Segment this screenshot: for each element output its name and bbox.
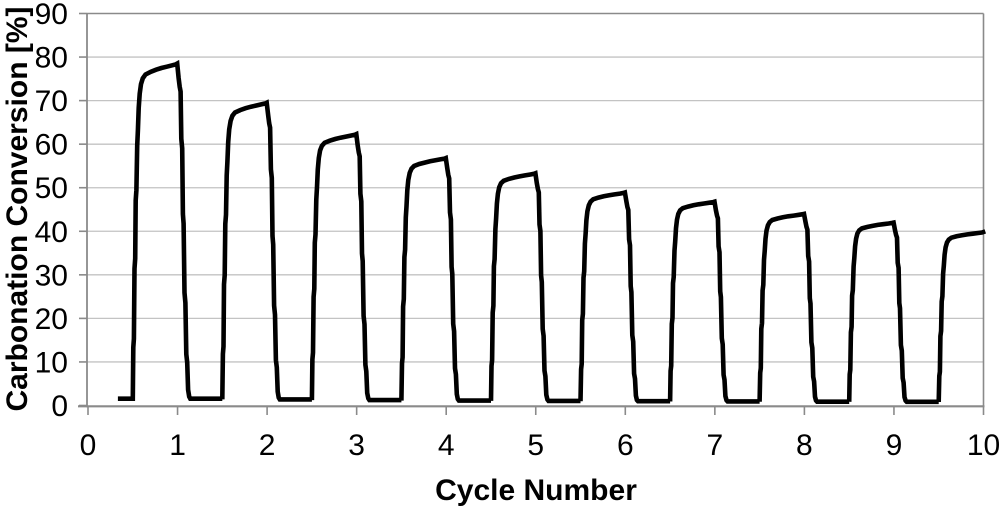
y-axis-title: Carbonation Conversion [%] bbox=[1, 6, 34, 411]
y-tick-label-10: 10 bbox=[35, 346, 68, 379]
y-tick-label-80: 80 bbox=[35, 42, 68, 75]
x-tick-label-10: 10 bbox=[967, 429, 1000, 462]
x-tick-label-8: 8 bbox=[796, 429, 813, 462]
x-axis-tick-labels: 0 1 2 3 4 5 6 7 8 9 10 bbox=[80, 429, 1000, 462]
x-tick-label-2: 2 bbox=[259, 429, 276, 462]
x-tick-label-1: 1 bbox=[169, 429, 186, 462]
x-tick-label-0: 0 bbox=[80, 429, 97, 462]
y-tick-label-50: 50 bbox=[35, 172, 68, 205]
y-tick-label-40: 40 bbox=[35, 216, 68, 249]
x-tick-label-3: 3 bbox=[348, 429, 365, 462]
data-series-line bbox=[117, 59, 987, 405]
x-tick-label-9: 9 bbox=[886, 429, 903, 462]
gridlines bbox=[87, 56, 984, 363]
y-tick-label-30: 30 bbox=[35, 259, 68, 292]
y-tick-label-0: 0 bbox=[51, 390, 68, 423]
x-tick-label-6: 6 bbox=[617, 429, 634, 462]
x-tick-label-4: 4 bbox=[438, 429, 455, 462]
axes bbox=[78, 12, 985, 415]
x-tick-label-5: 5 bbox=[527, 429, 544, 462]
y-axis-tick-labels: 0 10 20 30 40 50 60 70 80 90 bbox=[35, 0, 68, 423]
y-tick-label-60: 60 bbox=[35, 129, 68, 162]
y-tick-label-70: 70 bbox=[35, 85, 68, 118]
x-axis-title: Cycle Number bbox=[435, 474, 637, 507]
y-tick-label-90: 90 bbox=[35, 0, 68, 31]
y-tick-label-20: 20 bbox=[35, 303, 68, 336]
x-tick-label-7: 7 bbox=[707, 429, 724, 462]
